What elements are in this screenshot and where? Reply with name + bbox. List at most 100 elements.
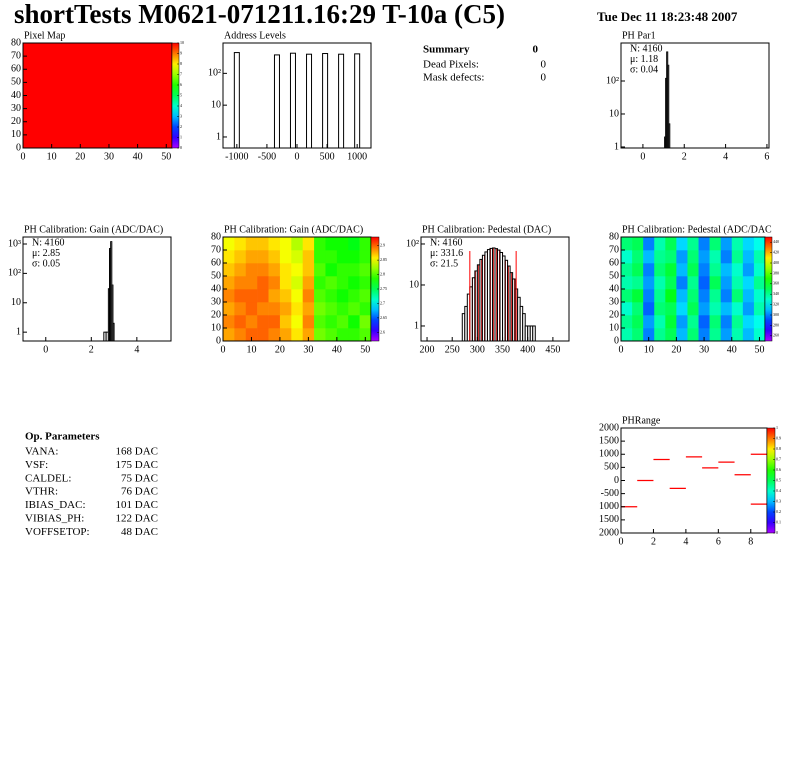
z-tick-label: 340 <box>773 291 779 296</box>
x-tick-label: 20 <box>275 344 285 355</box>
heatmap-cell <box>359 289 372 303</box>
x-tick-label: 6 <box>764 151 769 162</box>
x-tick-label: 8 <box>748 536 753 547</box>
spike <box>233 52 240 149</box>
heatmap-cell <box>698 276 710 290</box>
heatmap-cell <box>234 289 247 303</box>
heatmap-cell <box>325 302 338 316</box>
heatmap-cell <box>742 276 755 290</box>
heatmap-cell <box>359 250 372 264</box>
x-tick-label: 2 <box>89 344 94 355</box>
summary-label: Mask defects: <box>423 72 484 84</box>
y-tick-label: 1 <box>16 326 21 337</box>
x-tick-label: 1000 <box>347 151 367 162</box>
y-tick-label: 50 <box>11 77 21 88</box>
heatmap-cell <box>314 302 326 316</box>
heatmap-cell <box>709 263 721 277</box>
y-tick-label: 60 <box>211 257 221 268</box>
heatmap-cell <box>314 289 326 303</box>
x-tick-label: 20 <box>75 151 85 162</box>
z-tick-label: 4 <box>180 103 182 108</box>
y-tick-label: 20 <box>11 116 21 127</box>
z-tick-label: 400 <box>773 260 779 265</box>
heatmap-cell <box>720 237 733 251</box>
x-tick-label: 6 <box>716 536 721 547</box>
x-tick-label: 0 <box>295 151 300 162</box>
heatmap-cell <box>257 302 269 316</box>
heatmap-cell <box>268 328 281 342</box>
x-tick-label: 250 <box>445 344 460 355</box>
heatmap-cell <box>336 250 349 264</box>
y-tick-label: 0 <box>614 475 619 486</box>
heatmap-cell <box>223 263 235 277</box>
heatmap-cell <box>223 276 235 290</box>
heatmap-cell <box>676 276 688 290</box>
heatmap-cell <box>742 289 755 303</box>
x-tick-label: 10 <box>47 151 57 162</box>
chart-title: PHRange <box>622 415 661 426</box>
x-tick-label: 20 <box>671 344 681 355</box>
spike <box>322 53 329 149</box>
heatmap-cell <box>665 315 677 329</box>
y-tick-label: 10³ <box>8 238 21 249</box>
op-value: 168 DAC <box>116 446 158 458</box>
z-tick-label: 2.85 <box>380 257 387 262</box>
z-tick-label: 10 <box>180 40 184 45</box>
stats-text: μ: 1.18 <box>630 54 658 65</box>
heatmap-cell <box>654 237 666 251</box>
heatmap-cell <box>632 315 644 329</box>
heatmap-cell <box>654 328 666 342</box>
heatmap-cell <box>698 263 710 277</box>
heatmap-cell <box>654 289 666 303</box>
heatmap-cell <box>279 302 292 316</box>
heatmap-cell <box>234 237 247 251</box>
spike <box>354 53 361 149</box>
heatmap-cell <box>643 328 655 342</box>
chart: PH Calibration: Gain (ADC/DAC) N: 4160μ: … <box>8 224 172 355</box>
heatmap-cell <box>720 315 733 329</box>
heatmap-cell <box>268 263 281 277</box>
heatmap-cell <box>720 250 733 264</box>
heatmap-cell <box>359 276 372 290</box>
heatmap-cell <box>325 289 338 303</box>
stats-text: σ: 0.05 <box>32 258 60 269</box>
heatmap-cell <box>291 302 303 316</box>
op-value: 101 DAC <box>116 499 158 511</box>
heatmap-cell <box>654 250 666 264</box>
frame <box>22 236 172 342</box>
heatmap-cell <box>643 315 655 329</box>
heatmap-cell <box>314 250 326 264</box>
z-tick-label: 2.6 <box>380 329 385 334</box>
z-tick-label: 360 <box>773 281 779 286</box>
chart-title: PH Calibration: Pedestal (ADC/DAC <box>622 224 772 235</box>
heatmap-cell <box>348 263 360 277</box>
heatmap-cell <box>720 328 733 342</box>
x-tick-label: 400 <box>520 344 535 355</box>
y-tick-label: 10 <box>211 99 221 110</box>
op-label: VTHR: <box>25 486 58 498</box>
heatmap-cell <box>687 276 699 290</box>
chart-title: PH Calibration: Gain (ADC/DAC) <box>224 224 363 235</box>
heatmap-cell <box>687 315 699 329</box>
heatmap-cell <box>279 276 292 290</box>
heatmap-cell <box>302 250 315 264</box>
heatmap-cell <box>257 250 269 264</box>
z-tick-label: 0.5 <box>776 477 781 482</box>
heatmap-cell <box>731 328 744 342</box>
y-tick-label: 2000 <box>599 422 619 433</box>
heatmap-cell <box>742 328 755 342</box>
heatmap-cell <box>314 276 326 290</box>
heatmap-cell <box>348 328 360 342</box>
y-tick-label: 60 <box>609 257 619 268</box>
date: Tue Dec 11 18:23:48 2007 <box>597 9 738 24</box>
heatmap-cell <box>325 237 338 251</box>
heatmap-cell <box>742 315 755 329</box>
y-tick-label: 20 <box>211 309 221 320</box>
heatmap-cell <box>348 250 360 264</box>
x-tick-label: -500 <box>258 151 276 162</box>
y-tick-label: 70 <box>609 244 619 255</box>
heatmap-cell <box>245 263 258 277</box>
y-tick-label: 50 <box>609 270 619 281</box>
